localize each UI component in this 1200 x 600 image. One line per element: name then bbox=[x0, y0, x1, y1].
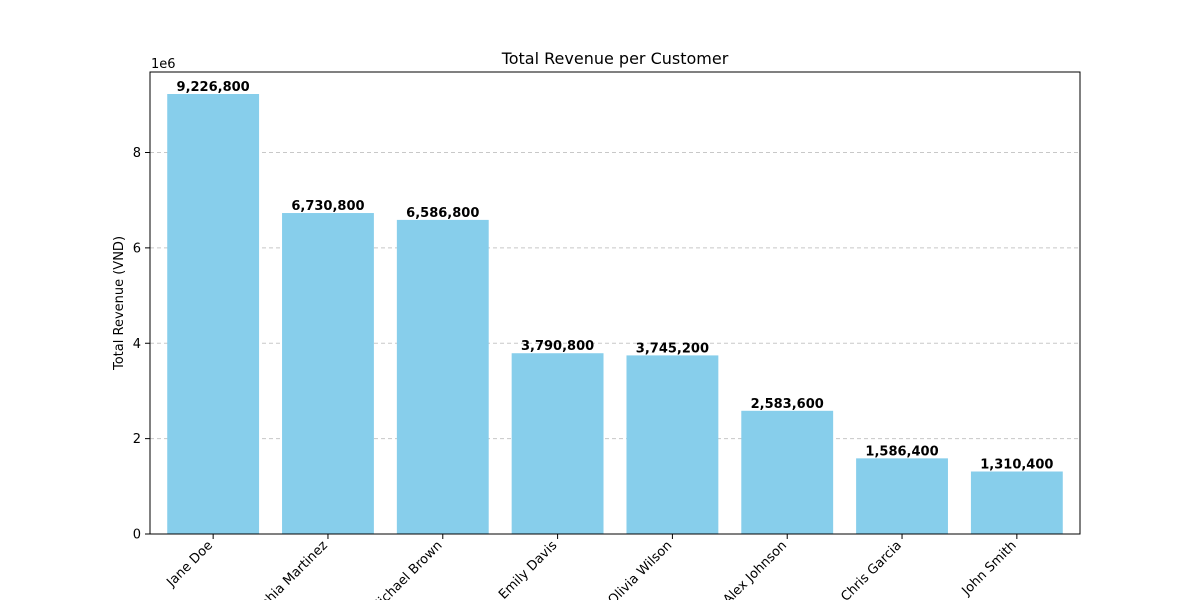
bar-value-label: 1,310,400 bbox=[980, 458, 1053, 473]
bar-value-label: 1,586,400 bbox=[865, 444, 938, 459]
y-tick-label: 6 bbox=[133, 241, 141, 256]
bar bbox=[282, 213, 374, 535]
y-tick-label: 2 bbox=[133, 432, 141, 447]
x-axis-ticks: Jane Doe Sophia Martinez Michael Brown Emil… bbox=[164, 534, 1020, 600]
bar-value-label: 3,745,200 bbox=[636, 341, 709, 356]
x-tick-label: Chris Garcia bbox=[838, 538, 904, 600]
bar bbox=[167, 94, 260, 534]
y-axis-label: Total Revenue (VND) bbox=[112, 236, 127, 371]
x-tick-label: Michael Brown bbox=[368, 538, 446, 600]
chart-title: Total Revenue per Customer bbox=[501, 49, 729, 68]
bar-value-label: 3,790,800 bbox=[521, 339, 594, 354]
bar bbox=[741, 410, 834, 534]
bar-value-label: 6,586,800 bbox=[406, 206, 479, 221]
y-tick-label: 4 bbox=[133, 337, 141, 352]
y-tick-label: 0 bbox=[133, 528, 141, 543]
bars bbox=[167, 94, 1063, 535]
x-tick-label: Olivia Wilson bbox=[605, 538, 675, 600]
y-axis-ticks: 0 2 4 6 8 bbox=[133, 146, 150, 543]
bar bbox=[511, 353, 604, 534]
bar bbox=[970, 471, 1063, 534]
x-tick-label: Jane Doe bbox=[164, 538, 216, 590]
x-tick-label: Emily Davis bbox=[496, 538, 560, 600]
bar bbox=[396, 219, 489, 534]
bar-value-label: 6,730,800 bbox=[291, 199, 364, 214]
plot-frame bbox=[149, 71, 1081, 535]
x-tick-label: Alex Johnson bbox=[721, 538, 791, 600]
bar-value-labels: 9,226,800 6,730,800 6,586,800 3,790,800 3,74… bbox=[177, 80, 1054, 473]
y-axis-scale-label: 1e6 bbox=[151, 57, 176, 72]
x-tick-label: Sophia Martinez bbox=[246, 538, 331, 600]
y-tick-label: 8 bbox=[133, 146, 141, 161]
x-tick-label: John Smith bbox=[959, 538, 1020, 599]
bar-value-label: 9,226,800 bbox=[177, 80, 250, 95]
bar bbox=[626, 355, 719, 534]
bar-value-label: 2,583,600 bbox=[751, 397, 824, 412]
bar bbox=[856, 458, 948, 534]
